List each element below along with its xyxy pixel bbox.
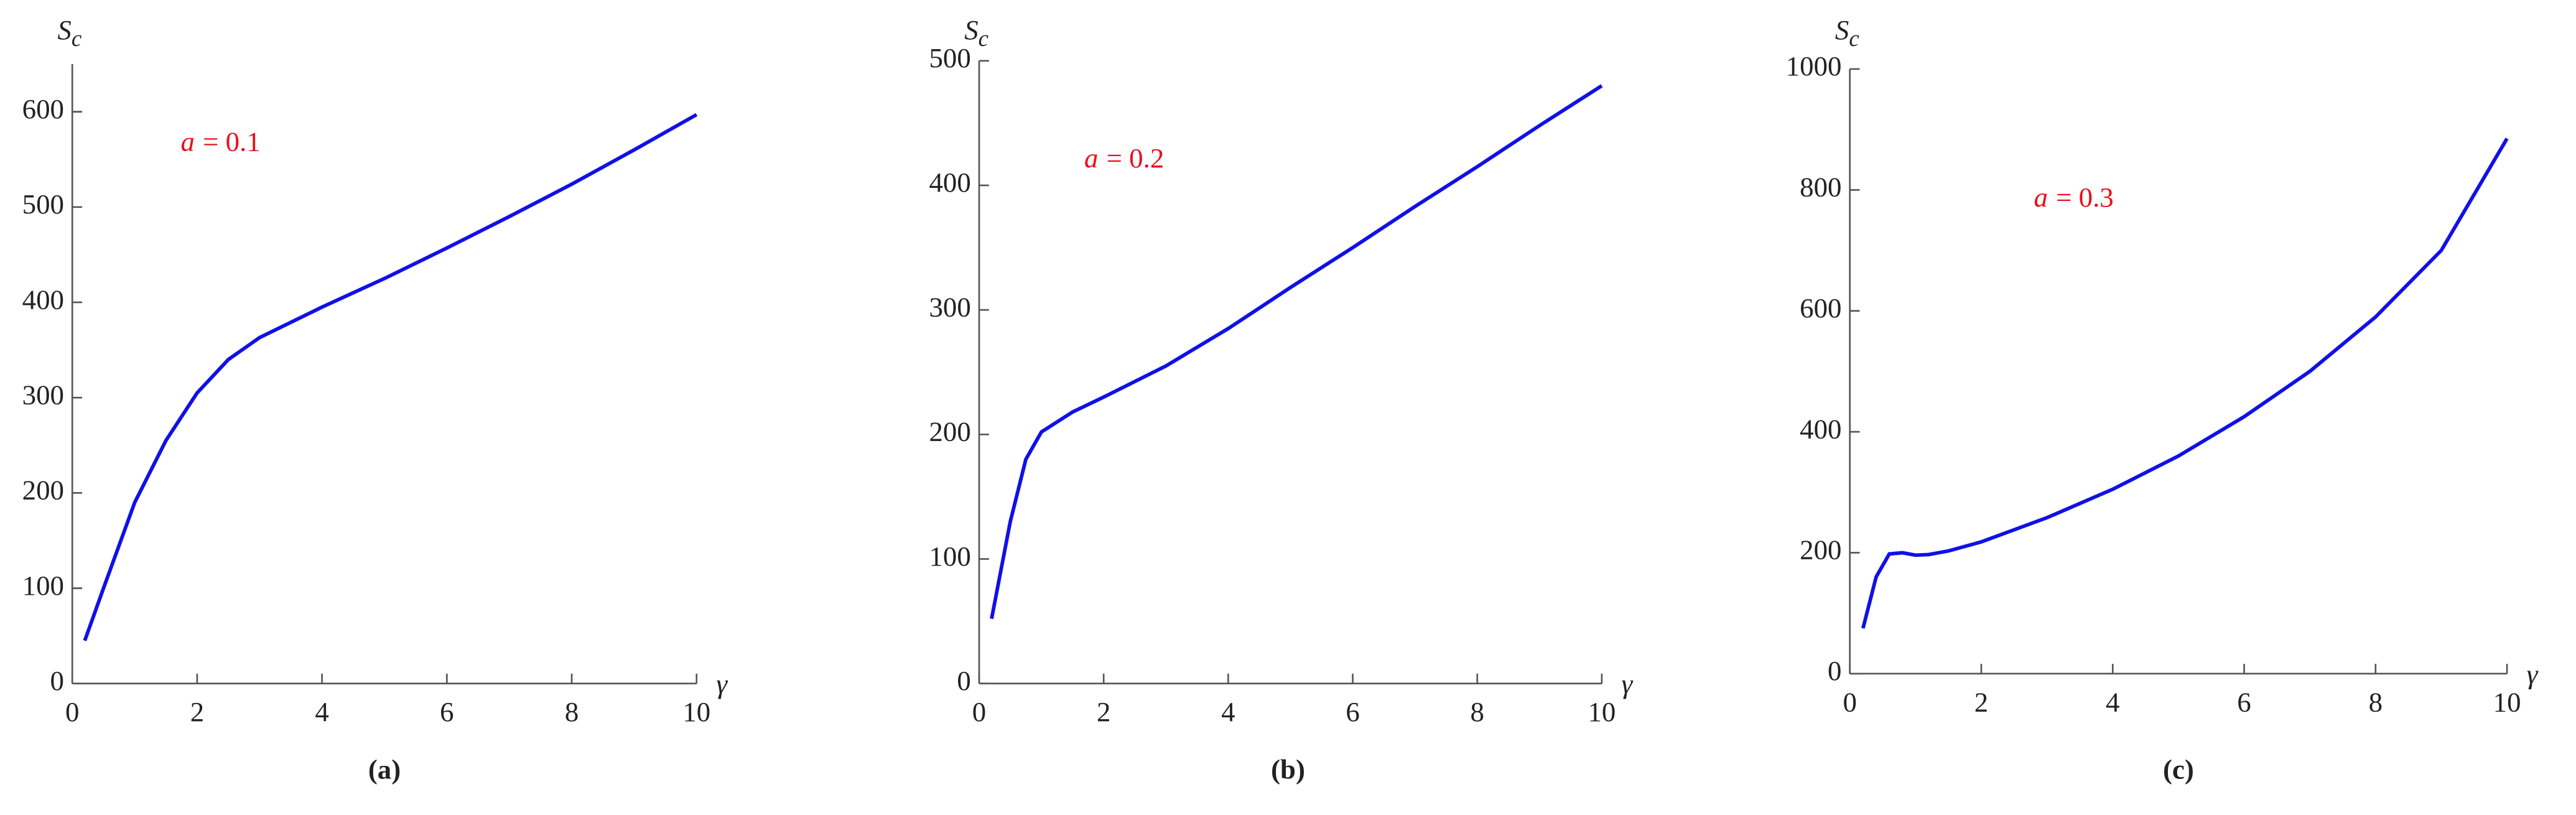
x-tick-label: 8: [2369, 686, 2383, 717]
x-tick-label: 0: [65, 696, 79, 727]
panel: 0 100 200 300 400 500 600 0 2 4 6 8 10 Sc γ a = 0.1 (a): [22, 14, 728, 785]
annotation: a = 0.2: [1084, 142, 1164, 174]
annotation: a = 0.1: [181, 126, 261, 157]
panel: 0 200 400 600 800 1000 0 2 4 6 8 10 Sc γ a = 0.3 (c): [1786, 14, 2539, 785]
x-tick-label: 6: [440, 696, 453, 727]
annotation-variable: a: [2034, 182, 2047, 213]
x-tick-label: 10: [2493, 686, 2521, 717]
y-tick-label: 200: [22, 475, 64, 506]
x-tick-label: 2: [1974, 686, 1988, 717]
annotation-text: = 0.1: [203, 126, 261, 157]
curve: [990, 84, 1603, 620]
y-tick-label: 200: [1800, 534, 1841, 566]
x-axis-label: γ: [2527, 658, 2539, 689]
y-tick-label: 600: [1800, 292, 1841, 324]
x-tick-label: 4: [1221, 696, 1235, 727]
x-tick-label: 4: [315, 696, 328, 727]
y-tick-label: 0: [957, 665, 970, 696]
annotation-text: = 0.3: [2056, 182, 2114, 213]
y-tick-label: 500: [22, 189, 64, 220]
x-tick-label: 0: [972, 696, 986, 727]
y-label-symbol: S: [964, 14, 978, 45]
y-tick-label: 600: [22, 93, 64, 124]
x-tick-label: 2: [1097, 696, 1110, 727]
x-axis-label: γ: [716, 668, 728, 699]
x-tick-label: 6: [1346, 696, 1359, 727]
y-label-subscript: c: [72, 26, 82, 52]
x-tick-label: 6: [2237, 686, 2251, 717]
y-axis-label: Sc: [964, 14, 988, 51]
panel-label: (c): [2163, 754, 2194, 785]
y-label-subscript: c: [979, 26, 989, 52]
y-tick-label: 100: [929, 541, 970, 572]
annotation: a = 0.3: [2034, 182, 2113, 213]
panel: 0 100 200 300 400 500 0 2 4 6 8 10 Sc γ a = 0.2 (b): [929, 14, 1633, 785]
y-tick-label: 300: [22, 379, 64, 410]
y-tick-label: 400: [1800, 413, 1841, 444]
y-label-symbol: S: [57, 14, 71, 45]
y-tick-label: 100: [22, 570, 64, 601]
y-tick-label: 1000: [1786, 50, 1842, 82]
x-tick-label: 10: [1588, 696, 1616, 727]
annotation-variable: a: [181, 126, 195, 157]
annotation-text: = 0.2: [1107, 142, 1165, 174]
y-tick-label: 200: [929, 416, 970, 447]
curve: [83, 113, 698, 641]
x-tick-label: 10: [682, 696, 710, 727]
x-tick-label: 8: [1471, 696, 1484, 727]
y-tick-label: 0: [50, 665, 64, 696]
y-tick-label: 0: [1828, 655, 1841, 686]
x-tick-label: 8: [565, 696, 579, 727]
y-label-subscript: c: [1849, 26, 1859, 52]
y-axis-label: Sc: [1835, 14, 1859, 51]
x-tick-label: 2: [190, 696, 204, 727]
panel-label: (a): [368, 754, 401, 785]
y-tick-label: 800: [1800, 172, 1841, 203]
y-tick-label: 500: [929, 42, 970, 73]
y-tick-label: 400: [22, 284, 64, 315]
x-tick-label: 0: [1843, 686, 1856, 717]
curve: [1861, 137, 2509, 629]
annotation-variable: a: [1084, 142, 1098, 174]
y-label-symbol: S: [1835, 14, 1849, 45]
x-tick-label: 4: [2106, 686, 2119, 717]
y-axis-label: Sc: [57, 14, 81, 51]
panel-label: (b): [1271, 754, 1305, 785]
y-tick-label: 300: [929, 291, 970, 322]
y-tick-label: 400: [929, 167, 970, 198]
x-axis-label: γ: [1622, 668, 1634, 699]
